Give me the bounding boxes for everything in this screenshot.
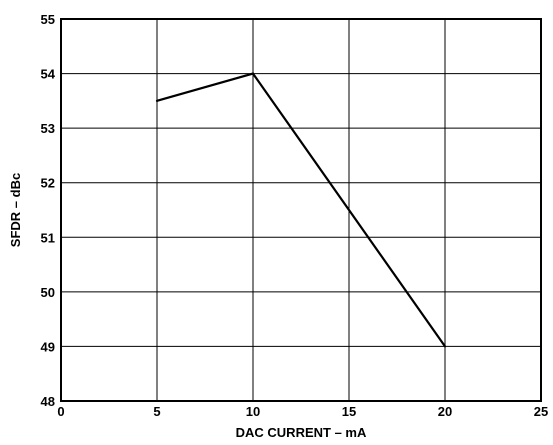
y-tick-label-7: 55 [41, 12, 55, 27]
x-axis-title: DAC CURRENT – mA [236, 425, 367, 440]
y-axis-title: SFDR – dBc [8, 173, 23, 247]
y-tick-labels: 48 49 50 51 52 53 54 55 [41, 12, 56, 409]
x-tick-label-2: 10 [246, 404, 260, 419]
plot-frame [60, 18, 542, 402]
y-tick-label-3: 51 [41, 230, 55, 245]
grid [61, 19, 541, 401]
data-point-0-0 [155, 99, 159, 102]
x-tick-label-4: 20 [438, 404, 452, 419]
series-group [155, 72, 447, 348]
data-point-0-2 [443, 345, 447, 348]
y-tick-label-5: 53 [41, 121, 55, 136]
data-point-0-1 [251, 72, 255, 75]
series-line-0 [156, 72, 446, 348]
x-tick-label-1: 5 [153, 404, 160, 419]
x-tick-label-3: 15 [342, 404, 356, 419]
y-tick-label-1: 49 [41, 339, 55, 354]
y-tick-label-6: 54 [41, 67, 56, 82]
x-tick-label-5: 25 [534, 404, 548, 419]
y-tick-label-0: 48 [41, 394, 55, 409]
y-tick-label-2: 50 [41, 285, 55, 300]
x-tick-labels: 0 5 10 15 20 25 [57, 404, 548, 419]
y-tick-label-4: 52 [41, 176, 55, 191]
x-tick-label-0: 0 [57, 404, 64, 419]
